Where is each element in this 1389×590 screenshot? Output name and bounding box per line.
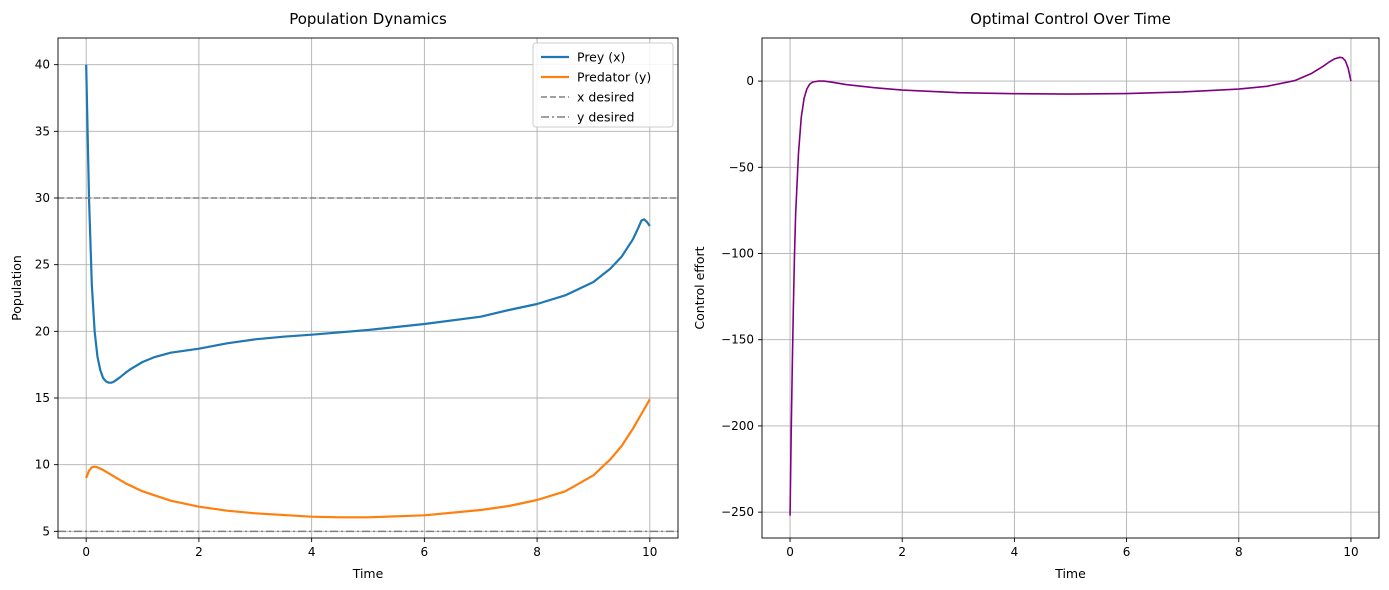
- y-tick-label: −250: [721, 505, 754, 519]
- series-line-prey-x: [85, 64, 651, 384]
- x-tick-label: 2: [195, 545, 203, 559]
- y-tick-label: 10: [35, 458, 50, 472]
- grid-lines: [762, 38, 1379, 538]
- y-tick-label: −200: [721, 419, 754, 433]
- chart-title: Population Dynamics: [289, 10, 447, 28]
- y-axis-label: Population: [9, 255, 24, 321]
- tick-labels: 0 2 4 6 8 10 0 −50 −100 −150 −200 −250: [721, 74, 1359, 559]
- plot-frame: [761, 37, 1380, 539]
- x-tick-label: 4: [1011, 545, 1019, 559]
- x-axis-label: Time: [352, 566, 384, 581]
- y-tick-label: 30: [35, 191, 50, 205]
- y-axis-label: Control effort: [692, 246, 707, 329]
- population-dynamics-chart: 0 2 4 6 8 10 5 10 15 20 25 30 35 40 Population Dynami…: [9, 10, 679, 581]
- x-tick-label: 0: [786, 545, 794, 559]
- y-tick-label: 25: [35, 258, 50, 272]
- legend-label: Predator (y): [577, 70, 651, 85]
- series-layer: [58, 64, 678, 533]
- x-tick-label: 6: [421, 545, 429, 559]
- series-line-control: [789, 56, 1352, 516]
- y-tick-label: 5: [42, 524, 50, 538]
- x-tick-label: 10: [642, 545, 657, 559]
- x-tick-label: 8: [1235, 545, 1243, 559]
- legend-label: Prey (x): [577, 50, 625, 65]
- y-tick-label: −100: [721, 247, 754, 261]
- x-tick-label: 8: [533, 545, 541, 559]
- legend-label: y desired: [577, 110, 634, 125]
- x-tick-label: 6: [1123, 545, 1131, 559]
- legend: Prey (x) Predator (y) x desired y desired: [532, 42, 674, 128]
- tick-labels: 0 2 4 6 8 10 5 10 15 20 25 30 35 40: [35, 58, 658, 559]
- y-tick-label: 15: [35, 391, 50, 405]
- y-tick-label: 20: [35, 324, 50, 338]
- series-line-predator-y: [85, 398, 651, 519]
- x-tick-label: 2: [898, 545, 906, 559]
- x-tick-label: 10: [1343, 545, 1358, 559]
- x-tick-label: 4: [308, 545, 316, 559]
- y-tick-label: 35: [35, 124, 50, 138]
- y-tick-label: −150: [721, 333, 754, 347]
- y-tick-label: −50: [729, 160, 754, 174]
- series-layer: [789, 56, 1352, 516]
- legend-label: x desired: [577, 90, 634, 105]
- x-axis-label: Time: [1054, 566, 1086, 581]
- chart-title: Optimal Control Over Time: [970, 10, 1171, 28]
- x-tick-label: 0: [82, 545, 90, 559]
- y-tick-label: 40: [35, 58, 50, 72]
- y-tick-label: 0: [746, 74, 754, 88]
- plot-frame: [57, 37, 679, 539]
- legend-box: [532, 42, 674, 128]
- optimal-control-chart: 0 2 4 6 8 10 0 −50 −100 −150 −200 −250 Optimal Cont…: [692, 10, 1380, 581]
